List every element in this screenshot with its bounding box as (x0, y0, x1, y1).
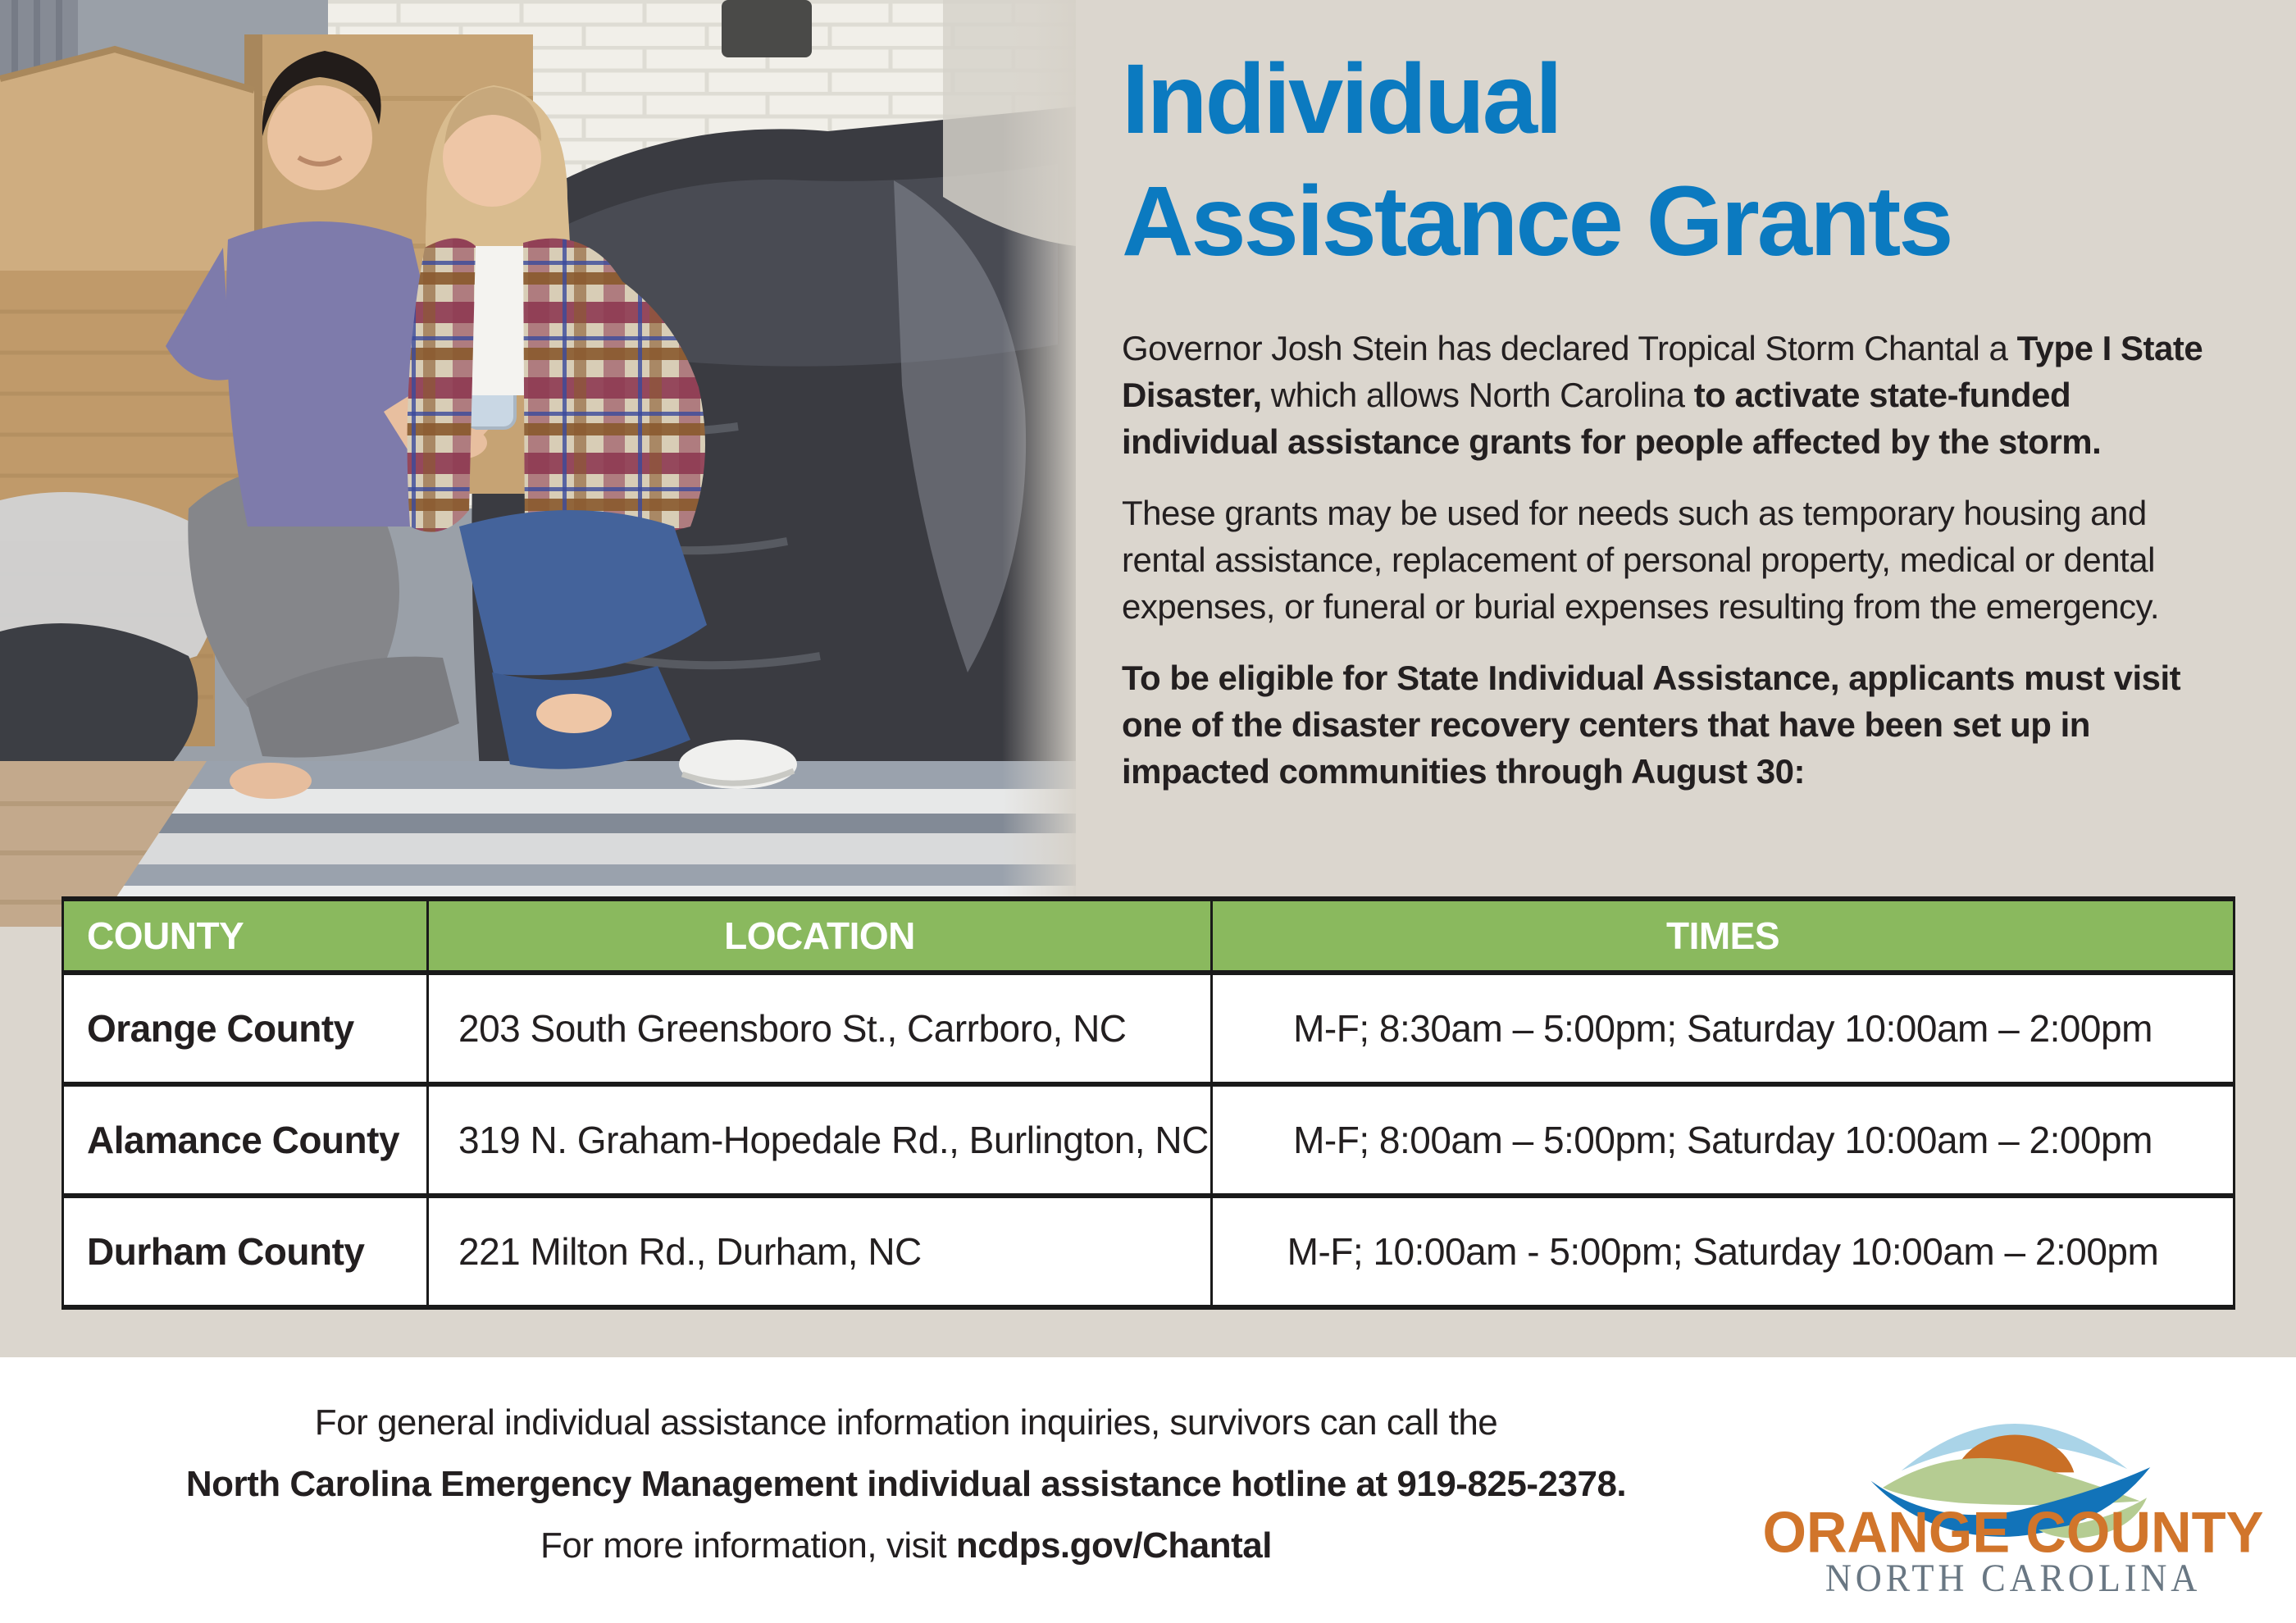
recovery-centers-table: COUNTY LOCATION TIMES Orange County 203 … (61, 896, 2235, 1310)
intro-paragraph-grant-uses: These grants may be used for needs such … (1122, 494, 2160, 626)
eligibility-paragraph: To be eligible for State Individual Assi… (1122, 659, 2181, 791)
logo-landscape-emblem-icon (1870, 1423, 2151, 1539)
location-cell: 221 Milton Rd., Durham, NC (426, 1193, 1213, 1310)
footer-line-3: For more information, visit ncdps.gov/Ch… (131, 1515, 1681, 1576)
county-cell: Orange County (61, 970, 429, 1087)
logo-title: ORANGE COUNTY (1762, 1499, 2263, 1564)
table-row-orange-county: Orange County 203 South Greensboro St., … (61, 970, 2235, 1087)
location-column-header: LOCATION (426, 896, 1213, 975)
footer-url: ncdps.gov/Chantal (955, 1525, 1273, 1566)
intro-paragraph-declaration: Governor Josh Stein has declared Tropica… (1122, 325, 2229, 465)
times-column-header: TIMES (1210, 896, 2235, 975)
county-cell: Durham County (61, 1193, 429, 1310)
main-content: Individual Assistance Grants Governor Jo… (1122, 38, 2229, 819)
page-title-line-2: Assistance Grants (1122, 165, 1954, 276)
table-row-durham-county: Durham County 221 Milton Rd., Durham, NC… (61, 1193, 2235, 1310)
footer-hotline-line: North Carolina Emergency Management indi… (185, 1464, 1627, 1504)
paragraph-text: Governor Josh Stein has declared Tropica… (1122, 329, 2017, 367)
times-cell: M-F; 8:00am – 5:00pm; Saturday 10:00am –… (1210, 1082, 2235, 1198)
paragraph-text: which allows North Carolina (1261, 376, 1694, 414)
times-cell: M-F; 8:30am – 5:00pm; Saturday 10:00am –… (1210, 970, 2235, 1087)
footer: For general individual assistance inform… (0, 1357, 2296, 1623)
moving-couple-photo (0, 0, 1076, 927)
county-column-header: COUNTY (61, 896, 429, 975)
location-cell: 319 N. Graham-Hopedale Rd., Burlington, … (426, 1082, 1213, 1198)
table-header-row: COUNTY LOCATION TIMES (61, 896, 2235, 975)
location-cell: 203 South Greensboro St., Carrboro, NC (426, 970, 1213, 1087)
footer-contact-info: For general individual assistance inform… (131, 1392, 1681, 1576)
paragraph-bold-text: to activate state-funded individual assi… (1122, 376, 2102, 461)
page-title: Individual Assistance Grants (1122, 38, 2229, 282)
logo-subtitle: NORTH CAROLINA (1825, 1557, 2201, 1600)
footer-line-1: For general individual assistance inform… (314, 1402, 1498, 1443)
paragraph-bold-text: Type I State Disaster, (1122, 329, 2203, 414)
page-title-line-1: Individual (1122, 43, 1563, 154)
table-row-alamance-county: Alamance County 319 N. Graham-Hopedale R… (61, 1082, 2235, 1198)
footer-more-info-text: For more information, visit (540, 1525, 956, 1566)
times-cell: M-F; 10:00am - 5:00pm; Saturday 10:00am … (1210, 1193, 2235, 1310)
orange-county-logo: ORANGE COUNTY NORTH CAROLINA (1751, 1380, 2276, 1600)
county-cell: Alamance County (61, 1082, 429, 1198)
